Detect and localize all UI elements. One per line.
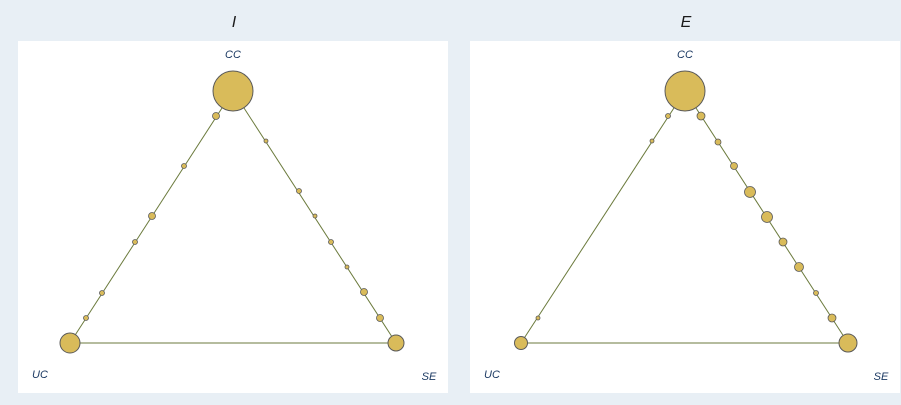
edge-marker bbox=[360, 288, 368, 296]
edge-marker bbox=[665, 113, 671, 119]
edge-marker bbox=[296, 188, 302, 194]
node-se bbox=[387, 334, 405, 352]
edge-marker bbox=[99, 290, 105, 296]
node-cc bbox=[664, 70, 706, 112]
edge-marker bbox=[181, 163, 187, 169]
edge-marker bbox=[730, 162, 738, 170]
edge-marker bbox=[312, 213, 318, 219]
edge-marker bbox=[263, 138, 269, 144]
network-svg-left: CC UC SE bbox=[32, 49, 437, 383]
panel-title-left: I bbox=[231, 14, 237, 31]
edge-marker bbox=[778, 237, 788, 247]
edge-marker bbox=[794, 262, 804, 272]
edge-marker bbox=[148, 212, 156, 220]
edge-marker bbox=[83, 315, 89, 321]
node-label-uc: UC bbox=[484, 369, 500, 381]
node-se bbox=[838, 333, 858, 353]
node-label-se: SE bbox=[422, 371, 437, 383]
network-panel-left: CC UC SE bbox=[18, 41, 448, 393]
node-uc bbox=[514, 336, 528, 350]
edge-marker bbox=[714, 138, 722, 146]
edge-cc-uc bbox=[520, 90, 686, 344]
edge-marker bbox=[813, 290, 819, 296]
edge-marker bbox=[761, 211, 773, 223]
edge-marker bbox=[328, 239, 334, 245]
node-uc bbox=[59, 332, 81, 354]
edge-marker bbox=[744, 186, 756, 198]
edge-marker bbox=[827, 313, 837, 323]
edge-marker bbox=[212, 112, 220, 120]
edge-marker bbox=[535, 315, 541, 321]
node-cc bbox=[212, 70, 254, 112]
network-panel-right: CC UC SE bbox=[470, 41, 900, 393]
edge-marker bbox=[376, 314, 384, 322]
node-label-cc: CC bbox=[677, 49, 693, 61]
edge-marker bbox=[344, 264, 350, 270]
network-svg-right: CC UC SE bbox=[484, 49, 889, 383]
edge-marker bbox=[132, 239, 138, 245]
edge-marker bbox=[696, 111, 706, 121]
node-label-cc: CC bbox=[225, 49, 241, 61]
node-label-uc: UC bbox=[32, 369, 48, 381]
edge-marker bbox=[649, 138, 655, 144]
panel-title-right: E bbox=[680, 14, 692, 31]
node-label-se: SE bbox=[874, 371, 889, 383]
